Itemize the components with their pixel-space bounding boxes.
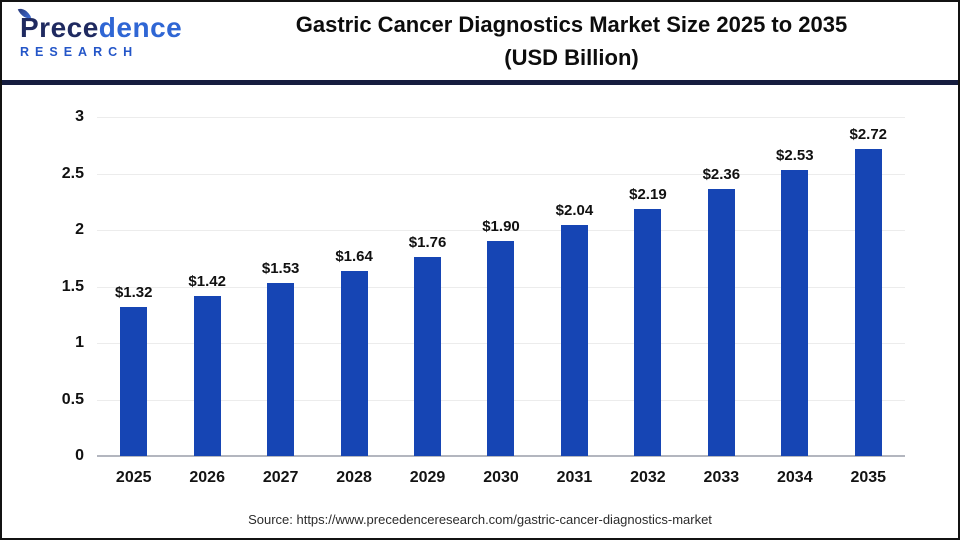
gridline — [97, 230, 905, 231]
x-tick-label-2031: 2031 — [556, 469, 593, 486]
y-tick-label: 2.5 — [61, 164, 84, 182]
bar-column-2027: $1.53 — [244, 117, 317, 456]
source-text: Source: https://www.precedenceresearch.c… — [248, 512, 712, 527]
bar-2032 — [634, 208, 662, 456]
x-tick-label-2032: 2032 — [630, 469, 666, 486]
y-axis-labels: 0 0.5 1 1.5 2 2.5 3 — [32, 108, 84, 464]
bar-2030 — [487, 241, 515, 456]
logo-wordmark-part2: dence — [98, 12, 183, 43]
bar-column-2035: $2.72 — [832, 117, 905, 456]
y-tick-label: 0 — [75, 447, 84, 464]
chart-title-line1: Gastric Cancer Diagnostics Market Size 2… — [295, 12, 848, 37]
y-tick-label: 1.5 — [61, 277, 84, 295]
bar-value-label: $2.04 — [555, 202, 594, 220]
y-tick-label: 0.5 — [61, 390, 84, 408]
bar-value-label: $2.72 — [849, 125, 888, 143]
bar-value-label: $2.19 — [629, 185, 667, 203]
gridline — [97, 117, 905, 118]
bar-column-2032: $2.19 — [611, 117, 684, 456]
x-axis-labels: 2025 2026 2027 2028 2029 2030 2031 2032 2033 2034… — [97, 469, 905, 487]
bar-column-2034: $2.53 — [758, 117, 831, 456]
x-tick-label-2029: 2029 — [409, 469, 446, 486]
header: Precedence RESEARCH Gastric Cancer Diagn… — [2, 2, 958, 85]
x-tick-label-2027: 2027 — [262, 469, 299, 486]
bar-2027 — [267, 283, 295, 456]
gridline — [97, 173, 905, 175]
bar-2031 — [560, 225, 588, 456]
chart-title-line2: (USD Billion) — [504, 45, 639, 70]
logo-wordmark-part1: Prece — [20, 12, 99, 43]
y-tick-label: 2 — [75, 221, 84, 238]
bar-value-label: $1.64 — [335, 247, 373, 265]
x-tick-label-2030: 2030 — [483, 469, 519, 486]
bar-column-2029: $1.76 — [391, 117, 464, 456]
chart-title: Gastric Cancer Diagnostics Market Size 2… — [197, 8, 946, 74]
bar-2035 — [854, 148, 882, 456]
logo-subtitle: RESEARCH — [20, 45, 139, 59]
bar-column-2031: $2.04 — [538, 117, 611, 456]
x-tick-label-2028: 2028 — [336, 469, 372, 486]
bar-2034 — [781, 170, 809, 456]
bar-value-label: $2.53 — [776, 147, 814, 165]
bar-column-2030: $1.90 — [464, 117, 537, 456]
bar-column-2026: $1.42 — [170, 117, 243, 456]
bar-value-label: $1.76 — [408, 234, 447, 252]
bar-2025 — [120, 306, 148, 456]
bar-series: $1.32 $1.42 $1.53 $1.64 $1.76 $1.90 $2.04 $2.19… — [97, 117, 905, 456]
bar-value-label: $1.42 — [188, 272, 226, 290]
bar-column-2025: $1.32 — [97, 117, 170, 456]
bar-2026 — [193, 295, 221, 456]
x-tick-label-2034: 2034 — [777, 469, 813, 486]
logo-wordmark: Precedence — [17, 5, 183, 43]
x-tick-label-2035: 2035 — [850, 469, 887, 486]
bar-2033 — [707, 189, 735, 456]
bar-value-label: $1.53 — [261, 260, 300, 278]
x-tick-label-2033: 2033 — [703, 469, 740, 486]
x-axis-line — [97, 455, 905, 457]
bar-value-label: $1.90 — [482, 218, 520, 236]
y-tick-label: 3 — [75, 108, 84, 125]
precedence-research-logo: Precedence RESEARCH — [17, 5, 183, 59]
x-tick-label-2026: 2026 — [189, 469, 225, 486]
bar-value-label: $2.36 — [702, 166, 741, 184]
bar-2028 — [340, 270, 368, 456]
x-tick-label-2025: 2025 — [115, 469, 152, 486]
bar-column-2033: $2.36 — [685, 117, 758, 456]
bar-column-2028: $1.64 — [317, 117, 390, 456]
bar-2029 — [414, 257, 442, 456]
y-tick-label: 1 — [75, 334, 84, 351]
bar-value-label: $1.32 — [114, 283, 153, 301]
